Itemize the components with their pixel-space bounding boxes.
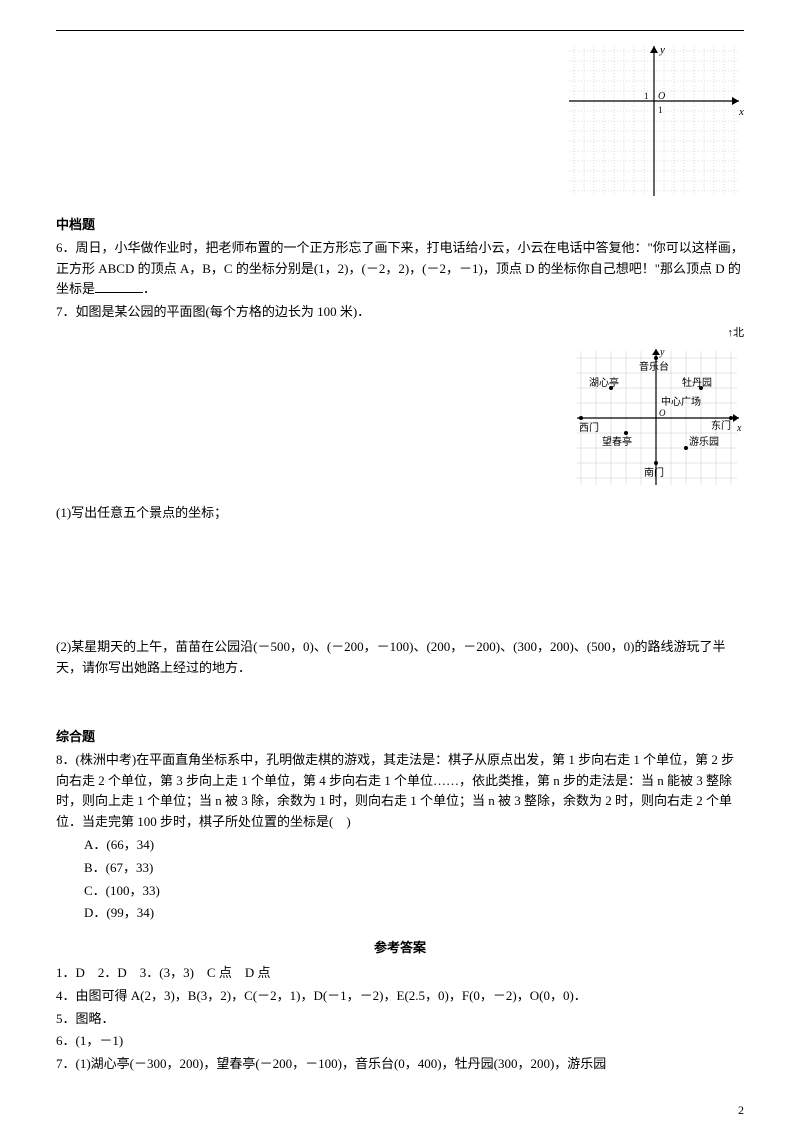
compass-north: ↑北	[569, 325, 744, 343]
question-7-lead: 7．如图是某公园的平面图(每个方格的边长为 100 米)．	[56, 302, 744, 323]
answer-line-5: 5．图略．	[56, 1009, 744, 1030]
q6-text: 6．周日，小华做作业时，把老师布置的一个正方形忘了画下来，打电话给小云，小云在电…	[56, 240, 744, 297]
label-dongmen: 东门	[711, 419, 731, 432]
q6-suffix: ．	[143, 281, 156, 296]
question-8-options: A．(66，34) B．(67，33) C．(100，33) D．(99，34)	[84, 835, 744, 924]
answer-line-1: 1．D 2．D 3．(3，3) C 点 D 点	[56, 963, 744, 984]
label-zhongxin: 中心广场	[661, 395, 701, 408]
question-7-sub1: (1)写出任意五个景点的坐标；	[56, 503, 744, 524]
q8-opt-a: A．(66，34)	[84, 835, 744, 856]
question-8: 8．(株洲中考)在平面直角坐标系中，孔明做走棋的游戏，其走法是：棋子从原点出发，…	[56, 750, 744, 833]
label-nanmen: 南门	[644, 466, 664, 479]
top-rule	[56, 30, 744, 31]
axis-y-label: y	[659, 44, 665, 56]
label-wangchunting: 望春亭	[602, 435, 632, 448]
answer-line-4: 4．由图可得 A(2，3)，B(3，2)，C(－2，1)，D(－1，－2)，E(…	[56, 986, 744, 1007]
question-7-sub2: (2)某星期天的上午，苗苗在公园沿(－500，0)、(－200，－100)、(2…	[56, 637, 744, 679]
svg-text:1: 1	[644, 91, 649, 101]
svg-text:1: 1	[658, 105, 663, 115]
svg-text:y: y	[659, 347, 665, 358]
label-yinyuetai: 音乐台	[639, 360, 669, 373]
answer-line-6: 6．(1，－1)	[56, 1031, 744, 1052]
label-ximen: 西门	[579, 421, 599, 434]
q8-opt-d: D．(99，34)	[84, 903, 744, 924]
question-6: 6．周日，小华做作业时，把老师布置的一个正方形忘了画下来，打电话给小云，小云在电…	[56, 238, 744, 300]
svg-text:O: O	[659, 408, 666, 418]
label-huxinting: 湖心亭	[589, 376, 619, 389]
answer-line-7: 7．(1)湖心亭(－300，200)，望春亭(－200，－100)，音乐台(0，…	[56, 1054, 744, 1075]
page-number: 2	[738, 1101, 744, 1120]
q8-opt-b: B．(67，33)	[84, 858, 744, 879]
answers-heading: 参考答案	[56, 938, 744, 959]
origin-label: O	[658, 91, 665, 102]
axis-x-label: x	[738, 106, 744, 118]
svg-text:x: x	[736, 423, 742, 434]
q6-blank	[95, 281, 143, 294]
heading-comprehensive: 综合题	[56, 727, 744, 748]
q8-opt-c: C．(100，33)	[84, 881, 744, 902]
heading-mid: 中档题	[56, 215, 744, 236]
label-mudanyuan: 牡丹园	[682, 376, 712, 389]
figure-coordinate-grid: y x O 1 1	[564, 41, 744, 201]
figure-park-map: ↑北 y x O	[569, 325, 744, 493]
label-youleyuan: 游乐园	[689, 435, 719, 448]
